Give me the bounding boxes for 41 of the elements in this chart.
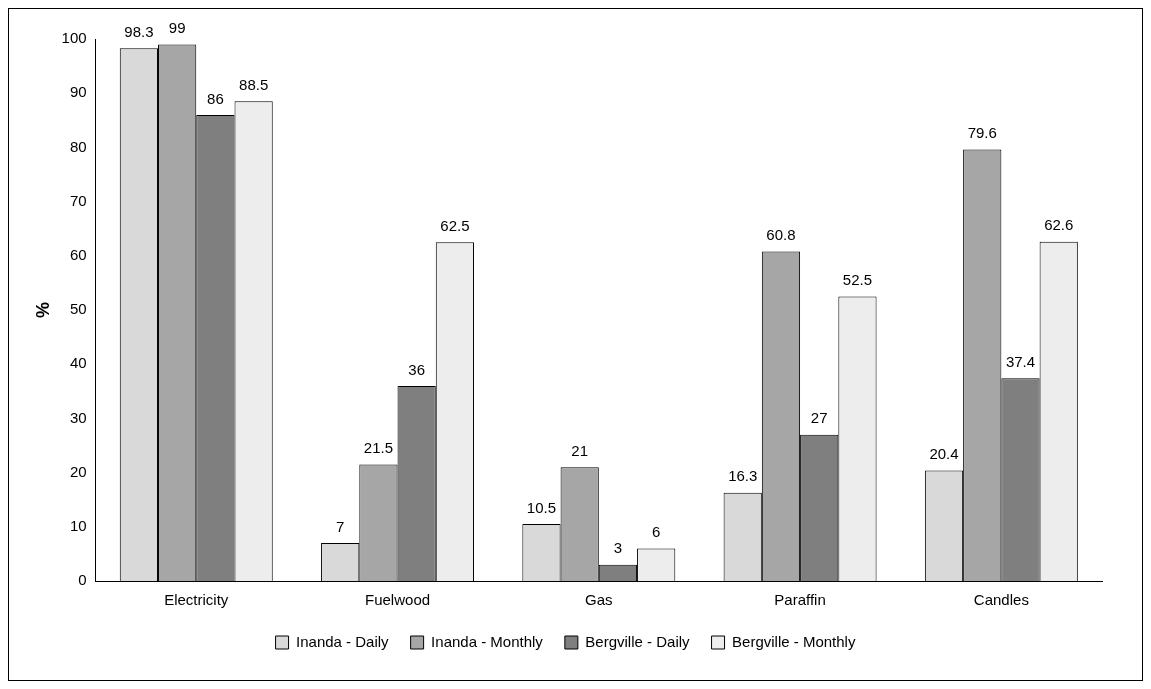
data-label: 60.8 — [766, 226, 796, 244]
legend-label: Bergville - Daily — [585, 632, 691, 650]
legend-label: Bergville - Monthly — [732, 632, 856, 650]
data-label: 99 — [168, 19, 186, 37]
y-tick-label: 100 — [61, 29, 87, 47]
y-tick-label: 50 — [69, 300, 87, 318]
legend-label: Inanda - Monthly — [431, 632, 544, 650]
data-label: 79.6 — [967, 124, 997, 142]
y-tick-label: 70 — [69, 191, 87, 209]
y-tick-label: 10 — [69, 516, 87, 534]
data-label: 98.3 — [124, 22, 154, 40]
x-tick-label: Electricity — [164, 591, 229, 609]
data-label: 21 — [571, 441, 589, 459]
y-tick-label: 0 — [78, 571, 87, 589]
y-tick-label: 60 — [69, 245, 87, 263]
y-tick-label: 20 — [69, 462, 87, 480]
data-label: 21.5 — [363, 439, 394, 457]
data-label: 37.4 — [1005, 352, 1036, 370]
data-label: 16.3 — [728, 467, 758, 485]
data-label: 7 — [336, 517, 345, 535]
x-tick-label: Fuelwood — [365, 591, 431, 609]
data-label: 3 — [613, 539, 623, 557]
y-tick-label: 40 — [69, 354, 87, 372]
data-label: 6 — [652, 523, 661, 541]
data-label: 27 — [810, 409, 828, 427]
x-tick-label: Candles — [973, 591, 1029, 609]
y-axis-title: % — [32, 301, 53, 319]
data-label: 62.5 — [440, 216, 470, 234]
y-tick-label: 30 — [69, 408, 87, 426]
data-label: 52.5 — [842, 271, 873, 289]
data-label: 20.4 — [929, 445, 959, 463]
y-tick-label: 80 — [69, 137, 87, 155]
data-label: 88.5 — [239, 75, 269, 93]
data-label: 10.5 — [526, 498, 557, 516]
data-label: 36 — [408, 360, 425, 378]
legend-label: Inanda - Daily — [296, 632, 390, 650]
x-tick-label: Paraffin — [774, 591, 826, 609]
data-label: 86 — [207, 89, 224, 107]
y-tick-label: 90 — [69, 83, 87, 101]
data-label: 62.6 — [1044, 216, 1074, 234]
x-tick-label: Gas — [585, 591, 613, 609]
